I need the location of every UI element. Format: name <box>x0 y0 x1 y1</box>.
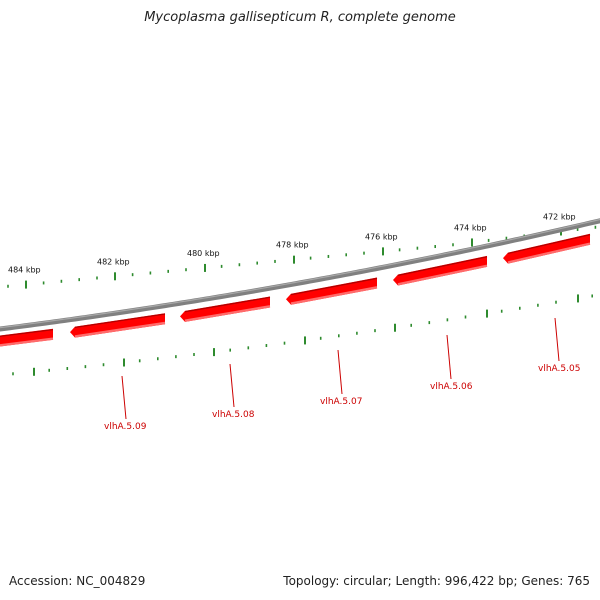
map-title: Mycoplasma gallisepticum R, complete gen… <box>144 10 456 25</box>
gene-leader-line <box>446 334 452 380</box>
genome-backbone-highlight <box>0 218 600 329</box>
genome-backbone <box>0 218 600 332</box>
gene-arrow <box>70 313 165 338</box>
ruler-kbp-label: 484 kbp <box>8 266 41 275</box>
gene-label: vlhA.5.05 <box>538 364 580 374</box>
gene-label: vlhA.5.09 <box>104 422 147 432</box>
gene-leader-line <box>554 317 560 362</box>
ruler-kbp-label: 480 kbp <box>187 249 220 258</box>
gene-arrow-edge <box>397 256 488 276</box>
gene-arrow-shade <box>184 305 271 322</box>
gene-leader-line <box>337 349 343 395</box>
gene-leader-line <box>229 363 235 408</box>
gene-arrow-shade <box>74 321 166 338</box>
gene-arrow-shade <box>397 264 488 286</box>
gene-arrow-edge <box>290 277 378 296</box>
gene-arrow <box>503 233 590 264</box>
gene-label: vlhA.5.06 <box>430 382 473 392</box>
accession-text: Accession: NC_004829 <box>9 574 146 588</box>
gene-arrow <box>0 328 53 347</box>
ruler-kbp-label: 482 kbp <box>97 257 130 266</box>
gene-arrow-edge <box>184 296 271 313</box>
ruler-kbp-label: 478 kbp <box>276 241 309 250</box>
gene-arrow-edge <box>507 233 591 255</box>
gene-arrow <box>393 255 487 286</box>
ruler-kbp-label: 474 kbp <box>454 223 487 232</box>
gene-arrow <box>180 296 270 322</box>
gene-arrow-shade <box>290 286 378 305</box>
gene-label: vlhA.5.07 <box>320 397 362 407</box>
gene-arrow-edge <box>0 328 54 337</box>
ruler-kbp-label: 472 kbp <box>543 212 576 221</box>
gene-arrow-edge <box>74 313 166 329</box>
genome-stats-text: Topology: circular; Length: 996,422 bp; … <box>283 574 590 588</box>
gene-label: vlhA.5.08 <box>212 410 255 420</box>
gene-arrow-shade <box>0 337 54 347</box>
gene-arrow-shade <box>507 242 591 264</box>
gene-arrow <box>286 277 377 305</box>
gene-leader-line <box>121 375 127 420</box>
ruler-kbp-label: 476 kbp <box>365 232 398 241</box>
